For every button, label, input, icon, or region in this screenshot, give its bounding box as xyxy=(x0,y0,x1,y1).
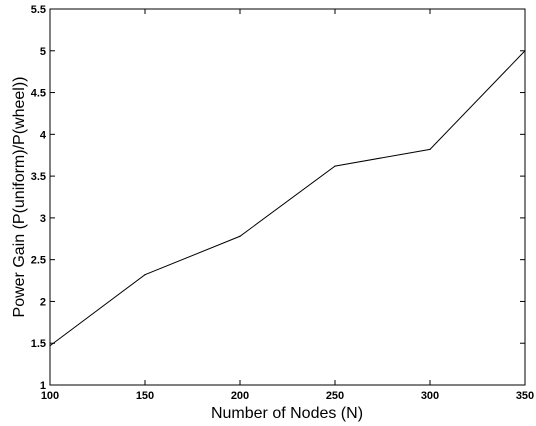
y-tick-label: 5 xyxy=(40,46,46,58)
x-tick-label: 250 xyxy=(326,390,344,402)
y-tick-label: 1 xyxy=(40,380,46,392)
y-tick-label: 4 xyxy=(40,129,47,141)
y-tick-label: 5.5 xyxy=(31,4,46,16)
x-tick-label: 350 xyxy=(516,390,534,402)
data-point xyxy=(429,148,431,150)
plot-area xyxy=(49,8,526,386)
y-tick-label: 3 xyxy=(40,213,46,225)
y-tick-label: 3.5 xyxy=(31,171,46,183)
data-point xyxy=(334,165,336,167)
x-axis-label: Number of Nodes (N) xyxy=(211,405,363,422)
y-tick-label: 2 xyxy=(40,296,46,308)
data-point xyxy=(49,345,51,347)
y-tick-label: 1.5 xyxy=(31,338,46,350)
y-axis-ticks: 1 1.5 2 2.5 3 3.5 4 4.5 5 5.5 xyxy=(31,4,525,392)
x-tick-label: 300 xyxy=(421,390,439,402)
x-tick-label: 200 xyxy=(231,390,249,402)
data-point xyxy=(239,235,241,237)
x-tick-label: 100 xyxy=(41,390,59,402)
data-point xyxy=(524,50,526,52)
series-layer xyxy=(49,50,526,347)
data-point xyxy=(144,274,146,276)
series-line xyxy=(49,50,526,347)
y-tick-label: 4.5 xyxy=(31,88,46,100)
y-axis-label: Power Gain (P(uniform)/P(wheel)) xyxy=(11,77,28,318)
y-tick-label: 2.5 xyxy=(31,255,46,267)
x-tick-label: 150 xyxy=(136,390,154,402)
x-axis-ticks: 100 150 200 250 300 350 xyxy=(41,9,534,402)
